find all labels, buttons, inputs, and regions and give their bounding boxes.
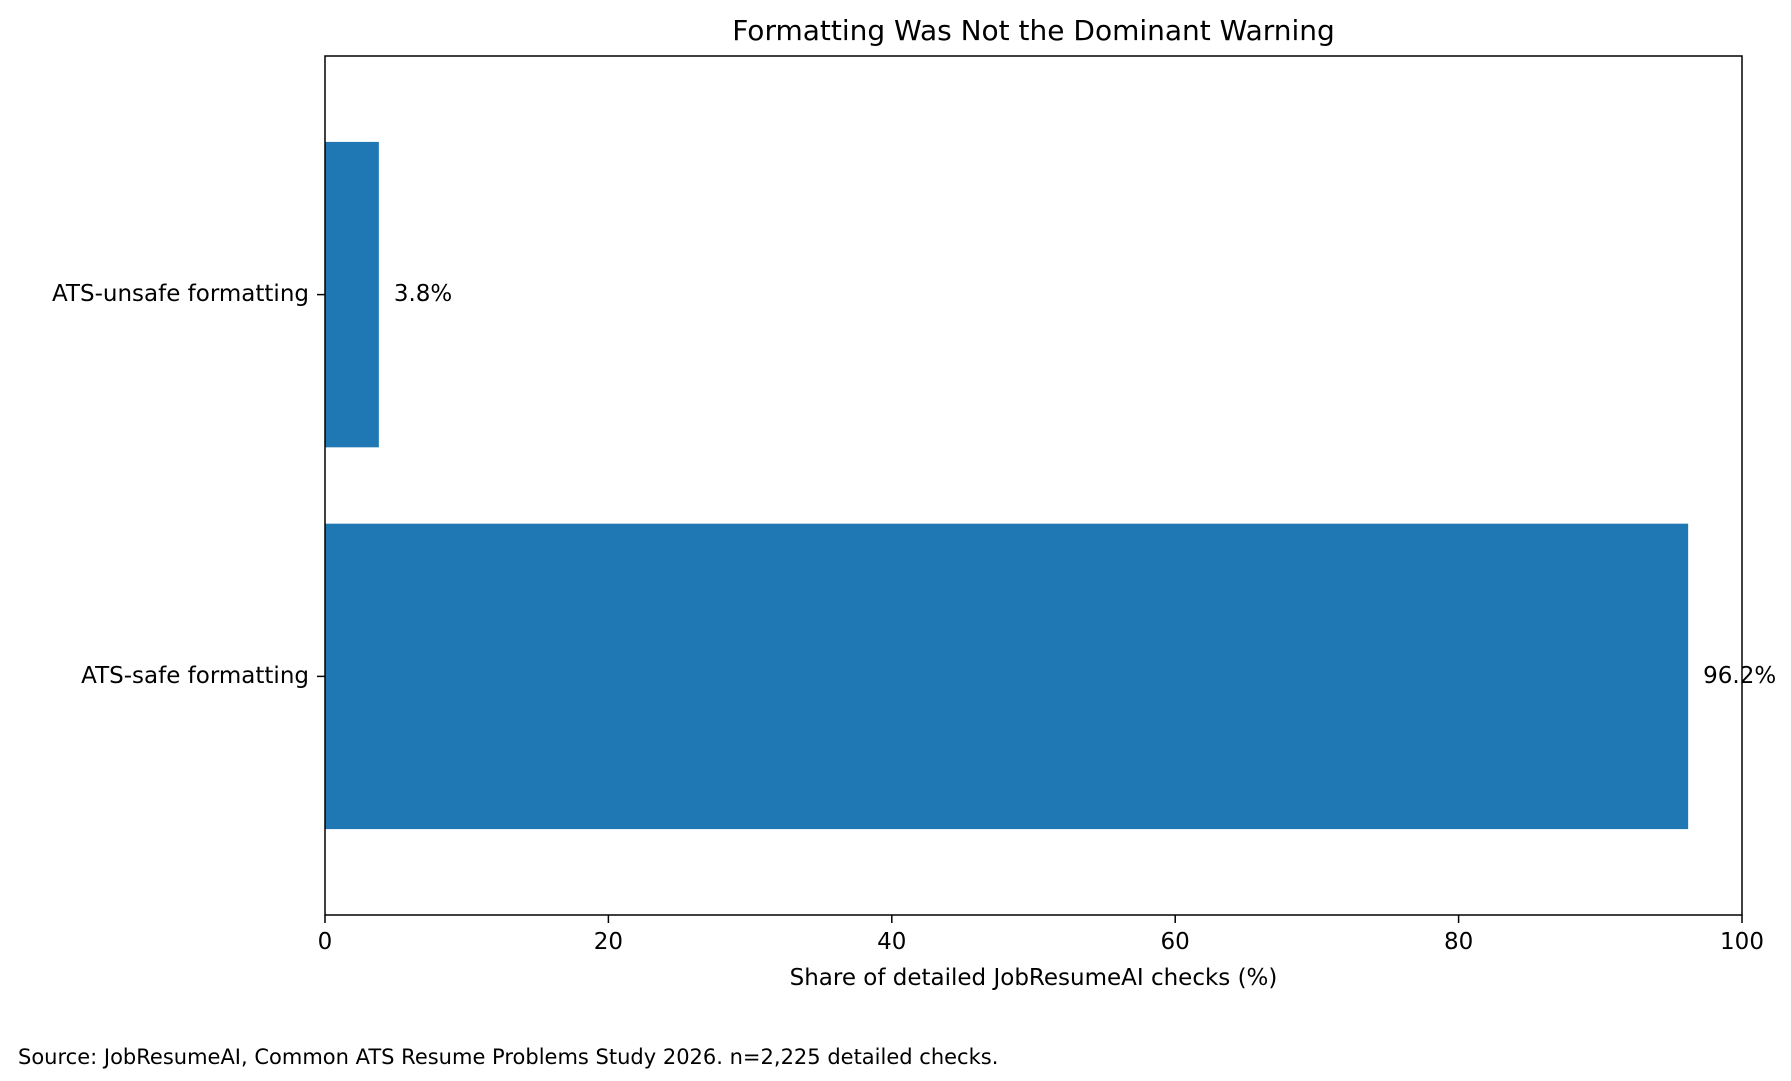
data-label-1: 3.8% xyxy=(394,281,452,307)
source-note: Source: JobResumeAI, Common ATS Resume P… xyxy=(18,1045,998,1069)
x-tick-label-40: 40 xyxy=(877,929,906,955)
bars-layer xyxy=(325,141,1689,830)
chart-title: Formatting Was Not the Dominant Warning xyxy=(732,14,1335,47)
y-tick-label-2: ATS-safe formatting xyxy=(81,663,309,689)
bar-2 xyxy=(325,523,1689,830)
x-axis: 0 20 40 60 80 100 xyxy=(318,915,1764,955)
y-axis: ATS-unsafe formatting ATS-safe formatting xyxy=(52,281,325,689)
x-tick-label-60: 60 xyxy=(1161,929,1190,955)
data-label-2: 96.2% xyxy=(1703,663,1776,689)
y-tick-label-1: ATS-unsafe formatting xyxy=(52,281,309,307)
x-axis-label: Share of detailed JobResumeAI checks (%) xyxy=(790,965,1278,991)
x-tick-label-80: 80 xyxy=(1444,929,1473,955)
x-tick-label-20: 20 xyxy=(594,929,623,955)
x-tick-label-0: 0 xyxy=(318,929,333,955)
plot-frame xyxy=(324,55,1743,916)
data-labels: 3.8% 96.2% xyxy=(394,281,1776,689)
bar-1 xyxy=(325,141,379,448)
x-tick-label-100: 100 xyxy=(1720,929,1764,955)
